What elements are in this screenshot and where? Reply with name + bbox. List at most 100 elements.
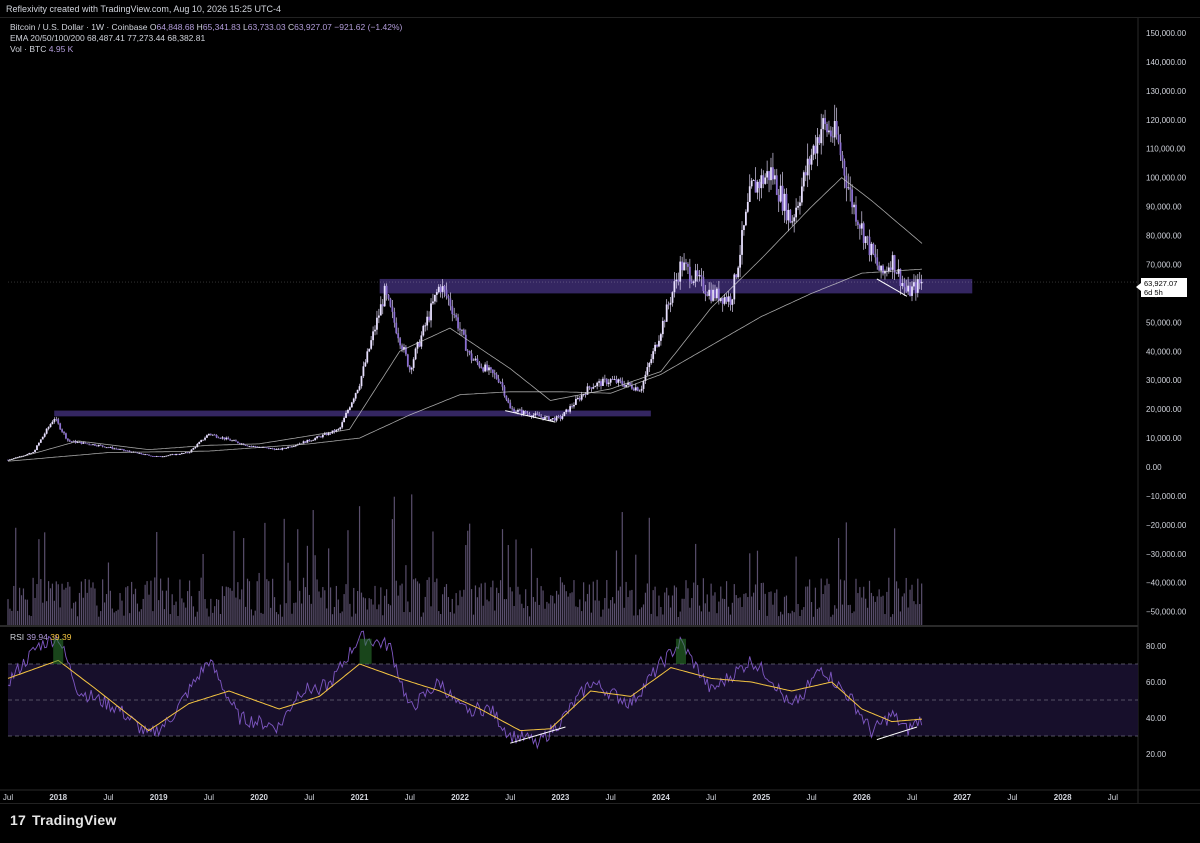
candle-body [791,221,794,223]
volume-bar [727,606,730,625]
volume-bar [92,582,94,625]
volume-bar [826,578,828,625]
candle-body [308,439,311,442]
candle-body [80,441,83,444]
volume-bar [262,613,264,625]
candle-body [267,447,270,449]
time-tick-label: Jul [706,793,716,802]
volume-bar [273,597,276,625]
candle-body [360,376,363,387]
volume-bar [509,587,511,625]
volume-bar [47,581,50,625]
candle-body [779,185,782,202]
volume-bar [640,607,643,625]
volume-bar [134,588,137,625]
volume-bar [345,584,347,625]
volume-bar [472,614,475,625]
volume-bar [380,587,382,625]
price-tick-label: 0.00 [1146,463,1162,472]
volume-bar [818,607,820,625]
volume-bar [312,510,314,625]
volume-bar [121,600,123,625]
candle-body [254,446,257,447]
candle-body [59,423,62,430]
volume-bar [221,586,224,625]
volume-bar [567,596,569,625]
volume-bar [279,604,281,625]
volume-bar [440,614,442,625]
volume-bar [722,598,724,625]
volume-bar [525,589,527,625]
candle-body [524,410,527,414]
volume-bar [310,603,312,625]
candle-body [638,390,641,392]
candle-body [167,455,170,457]
volume-bar [523,608,525,625]
candle-body [814,145,817,154]
candle-body [76,441,79,443]
candle-body [298,443,301,445]
volume-bar [882,595,884,625]
candle-body [559,416,562,419]
candle-body [574,399,577,405]
volume-bar [88,579,90,625]
volume-bar [606,580,608,625]
candle-body [685,262,687,264]
volume-bar [385,589,388,625]
candle-body [105,447,108,449]
candle-body [7,459,9,461]
time-tick-label: 2027 [953,793,971,802]
price-axis: 150,000.00 140,000.00 130,000.00 120,000.00… [1146,29,1187,759]
tradingview-logo[interactable]: 17 TradingView [10,812,116,828]
candle-body [412,359,415,368]
volume-bar [573,580,575,625]
candle-body [872,243,875,254]
ema-legend[interactable]: EMA 20/50/100/200 68,487.41 77,273.44 68… [10,33,205,43]
candle-body [735,274,738,278]
candle-body [472,359,475,361]
candle-body [92,444,94,446]
candle-body [505,395,508,400]
volume-bar [198,590,200,625]
candle-body [542,417,544,420]
volume-legend[interactable]: Vol · BTC 4.95 K [10,44,73,54]
volume-bar [915,604,917,625]
volume-bar [590,612,592,625]
volume-bar [119,593,121,625]
price-divergence-line [505,410,556,423]
candle-body [754,180,757,193]
volume-bar [318,591,320,625]
volume-bar [557,594,560,625]
chart-header: Reflexivity created with TradingView.com… [0,0,1200,18]
candle-body [430,303,432,321]
volume-bar [73,602,75,625]
candle-body [391,306,394,312]
volume-bar [244,606,247,625]
volume-bar [476,597,478,625]
volume-bar [685,580,687,625]
candle-body [658,340,660,347]
candle-body [61,429,63,432]
volume-bar [15,527,17,625]
candle-body [229,439,232,441]
volume-bar [443,586,446,625]
candle-body [710,289,713,301]
volume-bar [59,607,61,625]
candle-body [806,158,809,176]
volume-bar [901,596,903,625]
price-legend[interactable]: Bitcoin / U.S. Dollar · 1W · Coinbase O6… [10,22,402,32]
volume-bar [55,581,57,625]
candle-body [692,281,695,283]
candle-body [41,436,44,440]
volume-bar [577,607,579,625]
candle-body [462,329,465,335]
price-tick-label: −20,000.00 [1146,521,1187,530]
high-label: H [196,22,203,32]
volume-bar [196,611,198,625]
volume-bar [695,543,697,625]
candle-body [453,314,456,316]
candle-body [207,433,210,436]
candle-body [596,382,599,387]
rsi-legend[interactable]: RSI 39.94 39.39 [10,632,71,642]
